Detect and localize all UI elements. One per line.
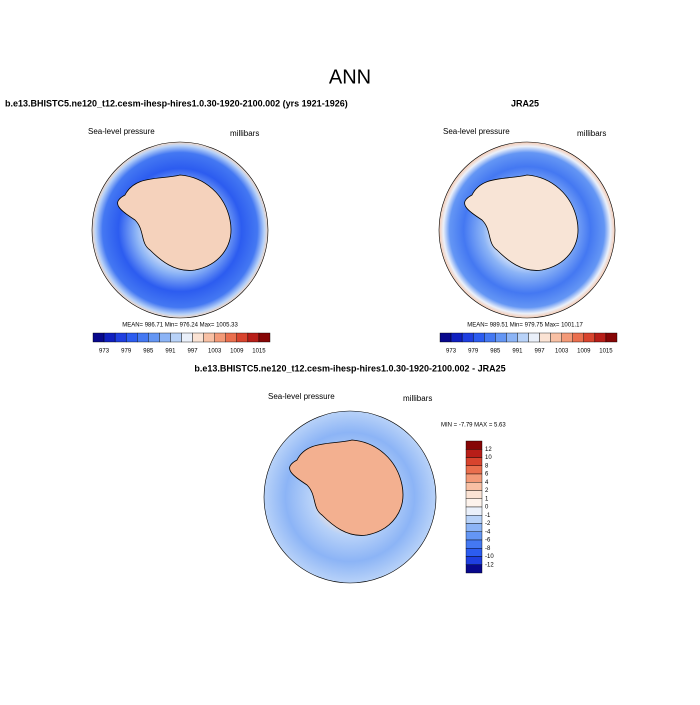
colorbar-cell xyxy=(439,332,452,343)
colorbar-label: 1015 xyxy=(599,349,613,355)
colorbar-label: -2 xyxy=(485,521,491,527)
colorbar-cell xyxy=(192,332,204,343)
colorbar-label: 1009 xyxy=(577,349,591,355)
colorbar-cell xyxy=(550,332,562,343)
stats: MEAN= 986.71 Min= 976.24 Max= 1005.33 xyxy=(122,323,238,329)
colorbar-cell xyxy=(484,332,496,343)
colorbar-cell xyxy=(103,332,116,343)
colorbar-label: -10 xyxy=(485,554,494,560)
colorbar-cell xyxy=(465,482,483,491)
colorbar-label: 4 xyxy=(485,480,489,486)
colorbar-label: 1 xyxy=(485,496,489,502)
units: millibars xyxy=(577,129,606,138)
colorbar-label: 2 xyxy=(485,488,489,494)
colorbar-cell xyxy=(137,332,149,343)
colorbar-cell xyxy=(465,531,483,541)
colorbar-cell xyxy=(528,332,540,343)
colorbar-cell xyxy=(572,332,585,343)
units: millibars xyxy=(230,129,259,138)
colorbar-cell xyxy=(465,490,483,499)
colorbar-cell xyxy=(465,515,483,524)
colorbar-label: 0 xyxy=(485,505,489,511)
colorbar-cell xyxy=(450,332,463,343)
variable: Sea-level pressure xyxy=(443,127,510,136)
figure-title: ANN xyxy=(329,66,371,88)
colorbar-cell xyxy=(465,440,483,450)
colorbar-label: 997 xyxy=(188,349,199,355)
colorbar-cell xyxy=(539,332,551,343)
colorbar-cell xyxy=(465,523,483,532)
colorbar-label: 1003 xyxy=(208,349,222,355)
colorbar-cell xyxy=(465,473,483,483)
colorbar-label: 8 xyxy=(485,463,489,469)
colorbar-cell xyxy=(465,457,483,466)
colorbar-label: 1003 xyxy=(555,349,569,355)
colorbar-cell xyxy=(517,332,529,343)
colorbar-cell xyxy=(225,332,238,343)
colorbar-cell xyxy=(465,548,483,557)
colorbar-cell xyxy=(561,332,573,343)
colorbar-cell xyxy=(465,498,483,508)
colorbar-cell xyxy=(472,332,485,343)
colorbar-label: 6 xyxy=(485,472,489,478)
colorbar-cell xyxy=(594,332,607,343)
colorbar-cell xyxy=(465,465,483,475)
colorbar-cell xyxy=(114,332,127,343)
colorbar-cell xyxy=(465,449,483,458)
colorbar-cell xyxy=(506,332,518,343)
panel-title: JRA25 xyxy=(511,98,539,108)
colorbar-label: -1 xyxy=(485,513,491,519)
colorbar-cell xyxy=(258,332,271,343)
colorbar-cell xyxy=(247,332,260,343)
stats: MIN = -7.79 MAX = 5.63 xyxy=(441,423,506,429)
colorbar-label: 1015 xyxy=(252,349,266,355)
variable: Sea-level pressure xyxy=(88,127,155,136)
colorbar-cell xyxy=(236,332,249,343)
colorbar-cell xyxy=(465,539,483,549)
colorbar-cell xyxy=(203,332,215,343)
colorbar-cell xyxy=(181,332,193,343)
colorbar-label: -6 xyxy=(485,538,491,544)
stats: MEAN= 989.51 Min= 979.75 Max= 1001.17 xyxy=(467,323,583,329)
colorbar-label: -8 xyxy=(485,546,491,552)
colorbar-cell xyxy=(148,332,160,343)
colorbar-label: -12 xyxy=(485,562,494,568)
colorbar-label: 1009 xyxy=(230,349,244,355)
colorbar-label: 985 xyxy=(143,349,154,355)
colorbar-cell xyxy=(92,332,105,343)
colorbar-label: 979 xyxy=(121,349,132,355)
colorbar-label: 991 xyxy=(165,349,176,355)
colorbar-cell xyxy=(583,332,596,343)
panel-title: b.e13.BHISTC5.ne120_t12.cesm-ihesp-hires… xyxy=(194,363,505,373)
colorbar-label: 12 xyxy=(485,447,492,453)
colorbar-cell xyxy=(461,332,474,343)
colorbar-cell xyxy=(605,332,618,343)
colorbar-cell xyxy=(465,564,483,574)
colorbar-cell xyxy=(214,332,226,343)
colorbar-label: -4 xyxy=(485,529,491,535)
colorbar-cell xyxy=(159,332,171,343)
colorbar-label: 979 xyxy=(468,349,479,355)
colorbar-label: 10 xyxy=(485,455,492,461)
colorbar-cell xyxy=(495,332,507,343)
colorbar-label: 997 xyxy=(535,349,546,355)
colorbar-cell xyxy=(170,332,182,343)
colorbar-label: 973 xyxy=(99,349,110,355)
panel-title: b.e13.BHISTC5.ne120_t12.cesm-ihesp-hires… xyxy=(5,98,348,108)
colorbar-label: 973 xyxy=(446,349,457,355)
colorbar-cell xyxy=(465,556,483,565)
colorbar-label: 985 xyxy=(490,349,501,355)
units: millibars xyxy=(403,394,432,403)
colorbar-label: 991 xyxy=(512,349,523,355)
variable: Sea-level pressure xyxy=(268,392,335,401)
colorbar-cell xyxy=(465,506,483,516)
colorbar-cell xyxy=(125,332,138,343)
